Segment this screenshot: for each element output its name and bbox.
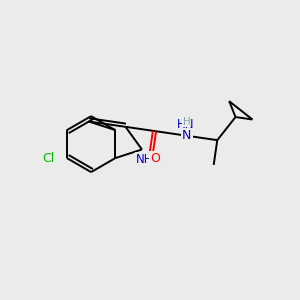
Text: O: O — [150, 152, 160, 166]
Text: NH: NH — [136, 153, 154, 166]
Text: HN: HN — [176, 118, 194, 131]
Text: N: N — [182, 129, 191, 142]
Text: H: H — [183, 117, 190, 127]
Text: Cl: Cl — [42, 152, 55, 165]
